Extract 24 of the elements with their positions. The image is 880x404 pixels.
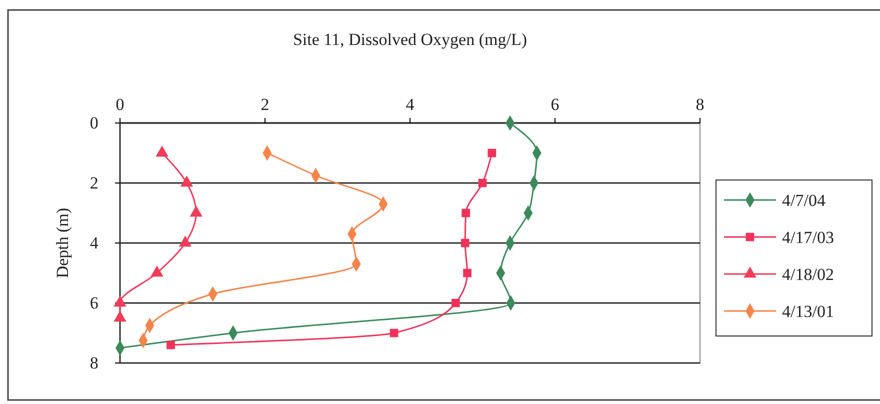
legend-label: 4/17/03 bbox=[782, 228, 834, 247]
x-tick-label: 4 bbox=[406, 94, 415, 114]
x-tick-label: 8 bbox=[696, 94, 704, 114]
y-tick-label: 6 bbox=[90, 293, 98, 312]
legend-label: 4/18/02 bbox=[782, 265, 834, 284]
legend-label: 4/7/04 bbox=[782, 191, 826, 210]
point bbox=[463, 268, 472, 278]
point bbox=[166, 340, 175, 350]
point bbox=[451, 298, 460, 308]
y-tick-label: 2 bbox=[90, 173, 98, 192]
x-tick-label: 0 bbox=[116, 94, 124, 114]
y-tick-label: 0 bbox=[90, 113, 98, 132]
x-tick-label: 6 bbox=[550, 94, 560, 114]
point bbox=[488, 148, 496, 158]
y-axis-title: Depth (m) bbox=[53, 208, 72, 278]
chart-title: Site 11, Dissolved Oxygen (mg/L) bbox=[292, 30, 528, 49]
y-tick-label: 4 bbox=[90, 233, 99, 252]
point bbox=[462, 208, 470, 218]
point bbox=[460, 238, 470, 248]
y-tick-label: 8 bbox=[90, 353, 98, 372]
point bbox=[390, 328, 398, 338]
x-tick-label: 2 bbox=[260, 94, 270, 114]
legend-label: 4/13/01 bbox=[782, 302, 834, 321]
point bbox=[478, 178, 487, 188]
